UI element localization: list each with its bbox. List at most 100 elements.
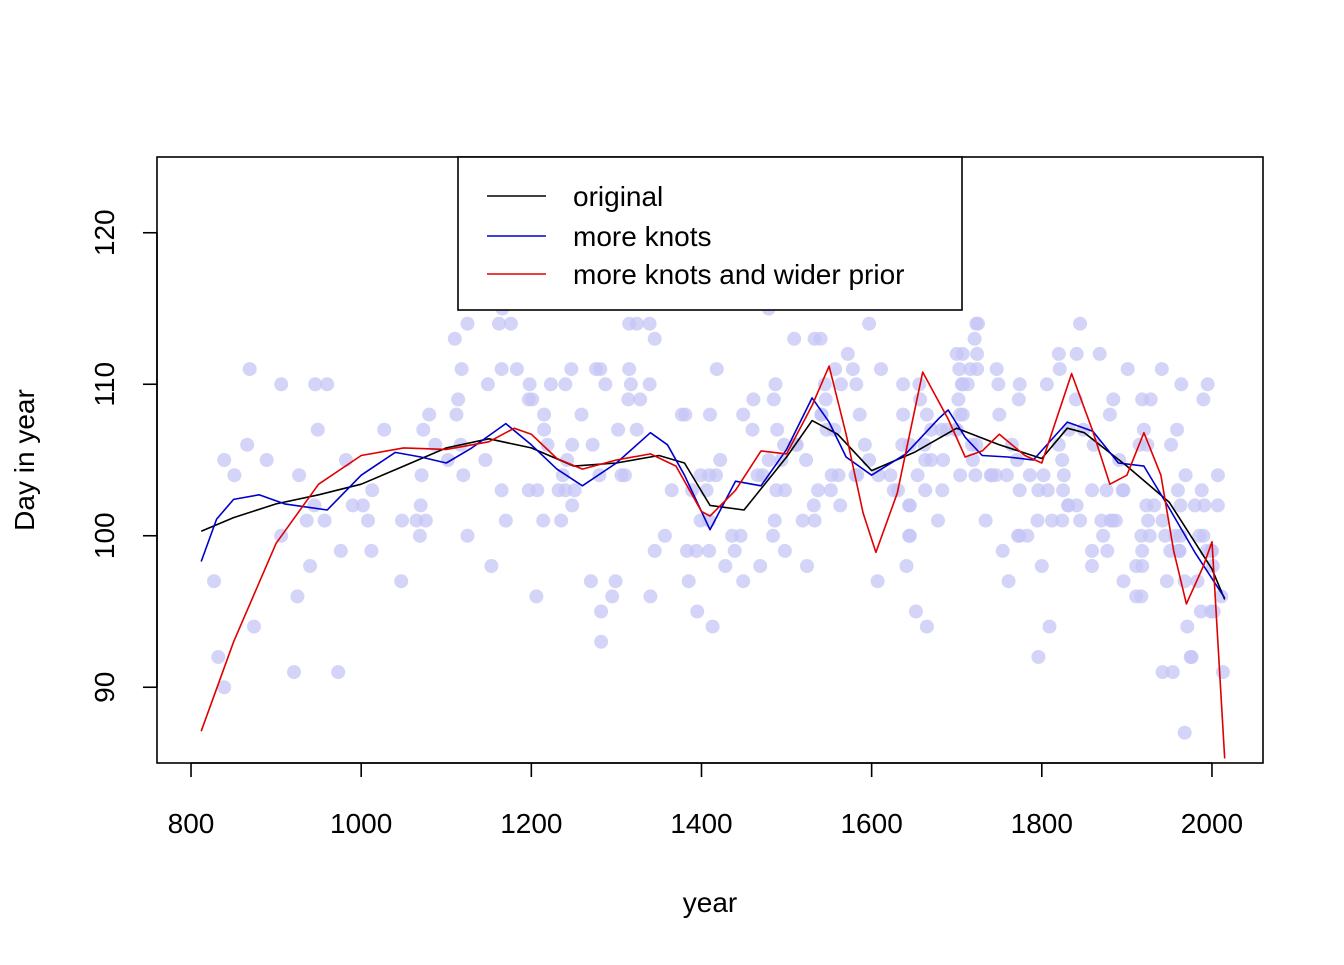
scatter-point bbox=[770, 422, 785, 437]
x-tick-label: 800 bbox=[168, 808, 215, 839]
scatter-point bbox=[970, 346, 985, 361]
scatter-point bbox=[1030, 513, 1045, 528]
scatter-point bbox=[1086, 437, 1101, 452]
scatter-point bbox=[1012, 377, 1027, 392]
scatter-point bbox=[629, 316, 644, 331]
scatter-point bbox=[1129, 589, 1144, 604]
scatter-point bbox=[413, 498, 428, 513]
scatter-point bbox=[274, 377, 289, 392]
scatter-point bbox=[1177, 725, 1192, 740]
scatter-point bbox=[543, 377, 558, 392]
scatter-point bbox=[345, 498, 360, 513]
scatter-point bbox=[320, 377, 335, 392]
scatter-point bbox=[617, 468, 632, 483]
scatter-point bbox=[211, 650, 226, 664]
scatter-point bbox=[1031, 650, 1046, 664]
scatter-point bbox=[1100, 543, 1115, 558]
scatter-point bbox=[394, 574, 409, 589]
scatter-point bbox=[833, 498, 848, 513]
scatter-point bbox=[799, 453, 814, 467]
scatter-point bbox=[494, 362, 509, 377]
scatter-point bbox=[727, 543, 742, 558]
scatter-point bbox=[611, 422, 626, 437]
scatter-point bbox=[703, 407, 717, 422]
scatter-point bbox=[736, 574, 751, 589]
scatter-point bbox=[988, 468, 1003, 483]
scatter-point bbox=[1194, 483, 1209, 498]
legend-label-more-knots: more knots bbox=[573, 221, 712, 252]
scatter-point bbox=[361, 513, 375, 528]
scatter-point bbox=[999, 468, 1014, 483]
x-tick-label: 1400 bbox=[670, 808, 732, 839]
scatter-point bbox=[589, 362, 603, 377]
scatter-point bbox=[509, 362, 524, 377]
scatter-point bbox=[1141, 513, 1156, 528]
scatter-point bbox=[395, 513, 409, 528]
scatter-point bbox=[1055, 453, 1070, 467]
scatter-point bbox=[585, 437, 600, 452]
y-tick-label: 110 bbox=[89, 362, 120, 407]
scatter-point bbox=[709, 468, 723, 483]
scatter-point bbox=[1173, 498, 1188, 513]
scatter-point bbox=[1061, 498, 1076, 513]
scatter-point bbox=[1102, 407, 1117, 422]
scatter-point bbox=[416, 422, 431, 437]
scatter-point bbox=[960, 377, 975, 392]
scatter-point bbox=[702, 543, 717, 558]
scatter-point bbox=[766, 528, 780, 543]
scatter-point bbox=[558, 377, 573, 392]
scatter-point bbox=[718, 559, 733, 573]
scatter-point bbox=[1210, 468, 1225, 483]
scatter-point bbox=[807, 513, 822, 528]
x-tick-label: 1000 bbox=[330, 808, 392, 839]
scatter-point bbox=[1094, 513, 1109, 528]
x-tick-label: 2000 bbox=[1181, 808, 1243, 839]
scatter-point bbox=[449, 407, 464, 422]
scatter-point bbox=[978, 513, 993, 528]
scatter-point bbox=[896, 377, 911, 392]
series-line-original bbox=[200, 419, 1226, 600]
legend-box bbox=[457, 156, 963, 311]
scatter-point bbox=[355, 498, 370, 513]
scatter-point bbox=[935, 483, 950, 498]
scatter-point bbox=[807, 331, 822, 346]
scatter-point bbox=[713, 453, 728, 467]
scatter-point bbox=[605, 589, 620, 604]
scatter-point bbox=[1190, 574, 1205, 589]
scatter-point bbox=[1011, 392, 1026, 407]
scatter-point bbox=[1062, 422, 1076, 437]
scatter-point bbox=[951, 392, 966, 407]
scatter-point bbox=[303, 559, 318, 573]
scatter-point bbox=[919, 619, 934, 634]
scatter-point bbox=[1159, 574, 1174, 589]
scatter-point bbox=[852, 407, 867, 422]
scatter-point bbox=[1085, 559, 1099, 573]
x-axis-label: year bbox=[683, 887, 737, 918]
scatter-point bbox=[1056, 483, 1071, 498]
scatter-point bbox=[1196, 528, 1211, 543]
scatter-point bbox=[766, 392, 781, 407]
scatter-point bbox=[934, 422, 949, 437]
scatter-point bbox=[895, 437, 910, 452]
x-axis: 800 1000 1200 1400 1600 1800 2000 bbox=[168, 762, 1243, 839]
scatter-point bbox=[664, 483, 679, 498]
scatter-point bbox=[207, 574, 221, 589]
scatter-points bbox=[207, 240, 1230, 740]
scatter-point bbox=[564, 362, 579, 377]
scatter-point bbox=[290, 589, 305, 604]
scatter-point bbox=[1069, 346, 1084, 361]
scatter-point bbox=[1200, 377, 1215, 392]
scatter-point bbox=[674, 407, 689, 422]
scatter-point bbox=[970, 362, 985, 377]
scatter-point bbox=[1184, 650, 1199, 664]
scatter-point bbox=[968, 468, 983, 483]
scatter-point bbox=[478, 453, 493, 467]
scatter-point bbox=[1045, 513, 1059, 528]
scatter-point bbox=[422, 407, 437, 422]
scatter-point bbox=[598, 377, 613, 392]
scatter-point bbox=[883, 468, 898, 483]
scatter-point bbox=[647, 331, 662, 346]
scatter-point bbox=[1106, 392, 1121, 407]
scatter-point bbox=[774, 453, 789, 467]
y-axis: 90 100 110 120 bbox=[89, 209, 158, 703]
